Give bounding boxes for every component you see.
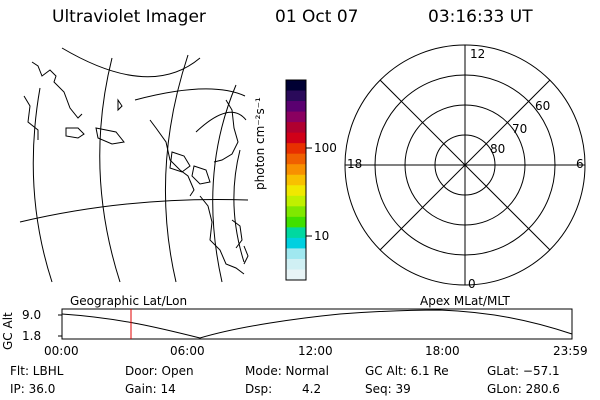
info-flt: Flt: LBHL — [10, 364, 64, 378]
mlt-label-0: 0 — [468, 277, 476, 291]
colorbar-band — [286, 164, 306, 176]
coastline — [149, 119, 195, 197]
colorbar-tick-100: 100 — [314, 141, 337, 155]
info-seq: Seq: 39 — [365, 382, 411, 396]
coastline — [231, 219, 243, 249]
timeline-ytick-low: 1.8 — [22, 329, 42, 343]
info-glon: GLon: 280.6 — [487, 382, 560, 396]
meridian-line — [99, 57, 121, 283]
lat-label-80: 80 — [490, 142, 506, 156]
colorbar-band — [286, 132, 306, 144]
coastline — [169, 151, 191, 173]
meridian-line — [165, 54, 189, 283]
timeline-xtick-0: 00:00 — [44, 344, 79, 358]
info-gain: Gain: 14 — [125, 382, 176, 396]
mlt-label-12: 12 — [470, 47, 486, 61]
info-door: Door: Open — [125, 364, 194, 378]
timeline-xtick-2: 12:00 — [298, 344, 333, 358]
timeline-xtick-1: 06:00 — [170, 344, 205, 358]
colorbar-band — [286, 101, 306, 113]
info-gc-alt: GC Alt: 6.1 Re — [365, 364, 449, 378]
colorbar-band — [286, 206, 306, 218]
colorbar-band — [286, 195, 306, 207]
meridian-line — [212, 84, 237, 283]
coastline — [191, 165, 211, 185]
colorbar-band — [286, 269, 306, 281]
info-mode: Mode: Normal — [245, 364, 329, 378]
date-label: 01 Oct 07 — [275, 7, 359, 27]
colorbar-unit-label: photon cm⁻²s⁻¹ — [253, 97, 267, 190]
timeline-xtick-3: 18:00 — [425, 344, 460, 358]
latitude-line — [61, 47, 201, 78]
latitude-line — [19, 198, 249, 223]
lat-label-70: 70 — [512, 122, 528, 136]
altitude-curve — [61, 309, 573, 339]
colorbar-band — [286, 153, 306, 165]
colorbar-band — [286, 248, 306, 260]
colorbar-band — [286, 216, 306, 228]
colorbar-band — [286, 174, 306, 186]
info-ip: IP: 36.0 — [10, 382, 56, 396]
latitude-line — [195, 111, 247, 133]
coastline — [243, 245, 249, 265]
timeline-right-title: Apex MLat/MLT — [420, 294, 510, 308]
time-label: 03:16:33 UT — [428, 7, 533, 27]
timeline-axis-label: GC Alt — [1, 312, 15, 350]
coastline — [65, 127, 85, 139]
coastline — [23, 95, 39, 140]
coastline — [31, 61, 83, 119]
timeline-left-title: Geographic Lat/Lon — [70, 294, 188, 308]
colorbar-band — [286, 90, 306, 102]
instrument-title: Ultraviolet Imager — [52, 7, 206, 27]
coastline — [117, 98, 123, 112]
colorbar-band — [286, 111, 306, 123]
latitude-line — [134, 88, 246, 101]
mlt-label-18: 18 — [347, 157, 363, 171]
colorbar-band — [286, 237, 306, 249]
coastline — [213, 99, 239, 163]
meridian-line — [32, 87, 53, 283]
info-dsp-value: 4.2 — [302, 382, 322, 396]
timeline-xtick-4: 23:59 — [553, 344, 588, 358]
timeline-ytick-high: 9.0 — [22, 308, 42, 322]
colorbar-band — [286, 80, 306, 92]
colorbar-tick-10: 10 — [314, 229, 330, 243]
colorbar-band — [286, 143, 306, 155]
coastline — [199, 195, 245, 275]
info-dsp-label: Dsp: — [245, 382, 273, 396]
meridian-line — [233, 149, 245, 263]
colorbar-band — [286, 122, 306, 134]
colorbar-band — [286, 185, 306, 197]
coastline — [95, 127, 125, 145]
lat-label-60: 60 — [535, 99, 551, 113]
info-glat: GLat: −57.1 — [487, 364, 560, 378]
colorbar-band — [286, 258, 306, 270]
colorbar-band — [286, 227, 306, 239]
mlt-label-6: 6 — [576, 157, 584, 171]
